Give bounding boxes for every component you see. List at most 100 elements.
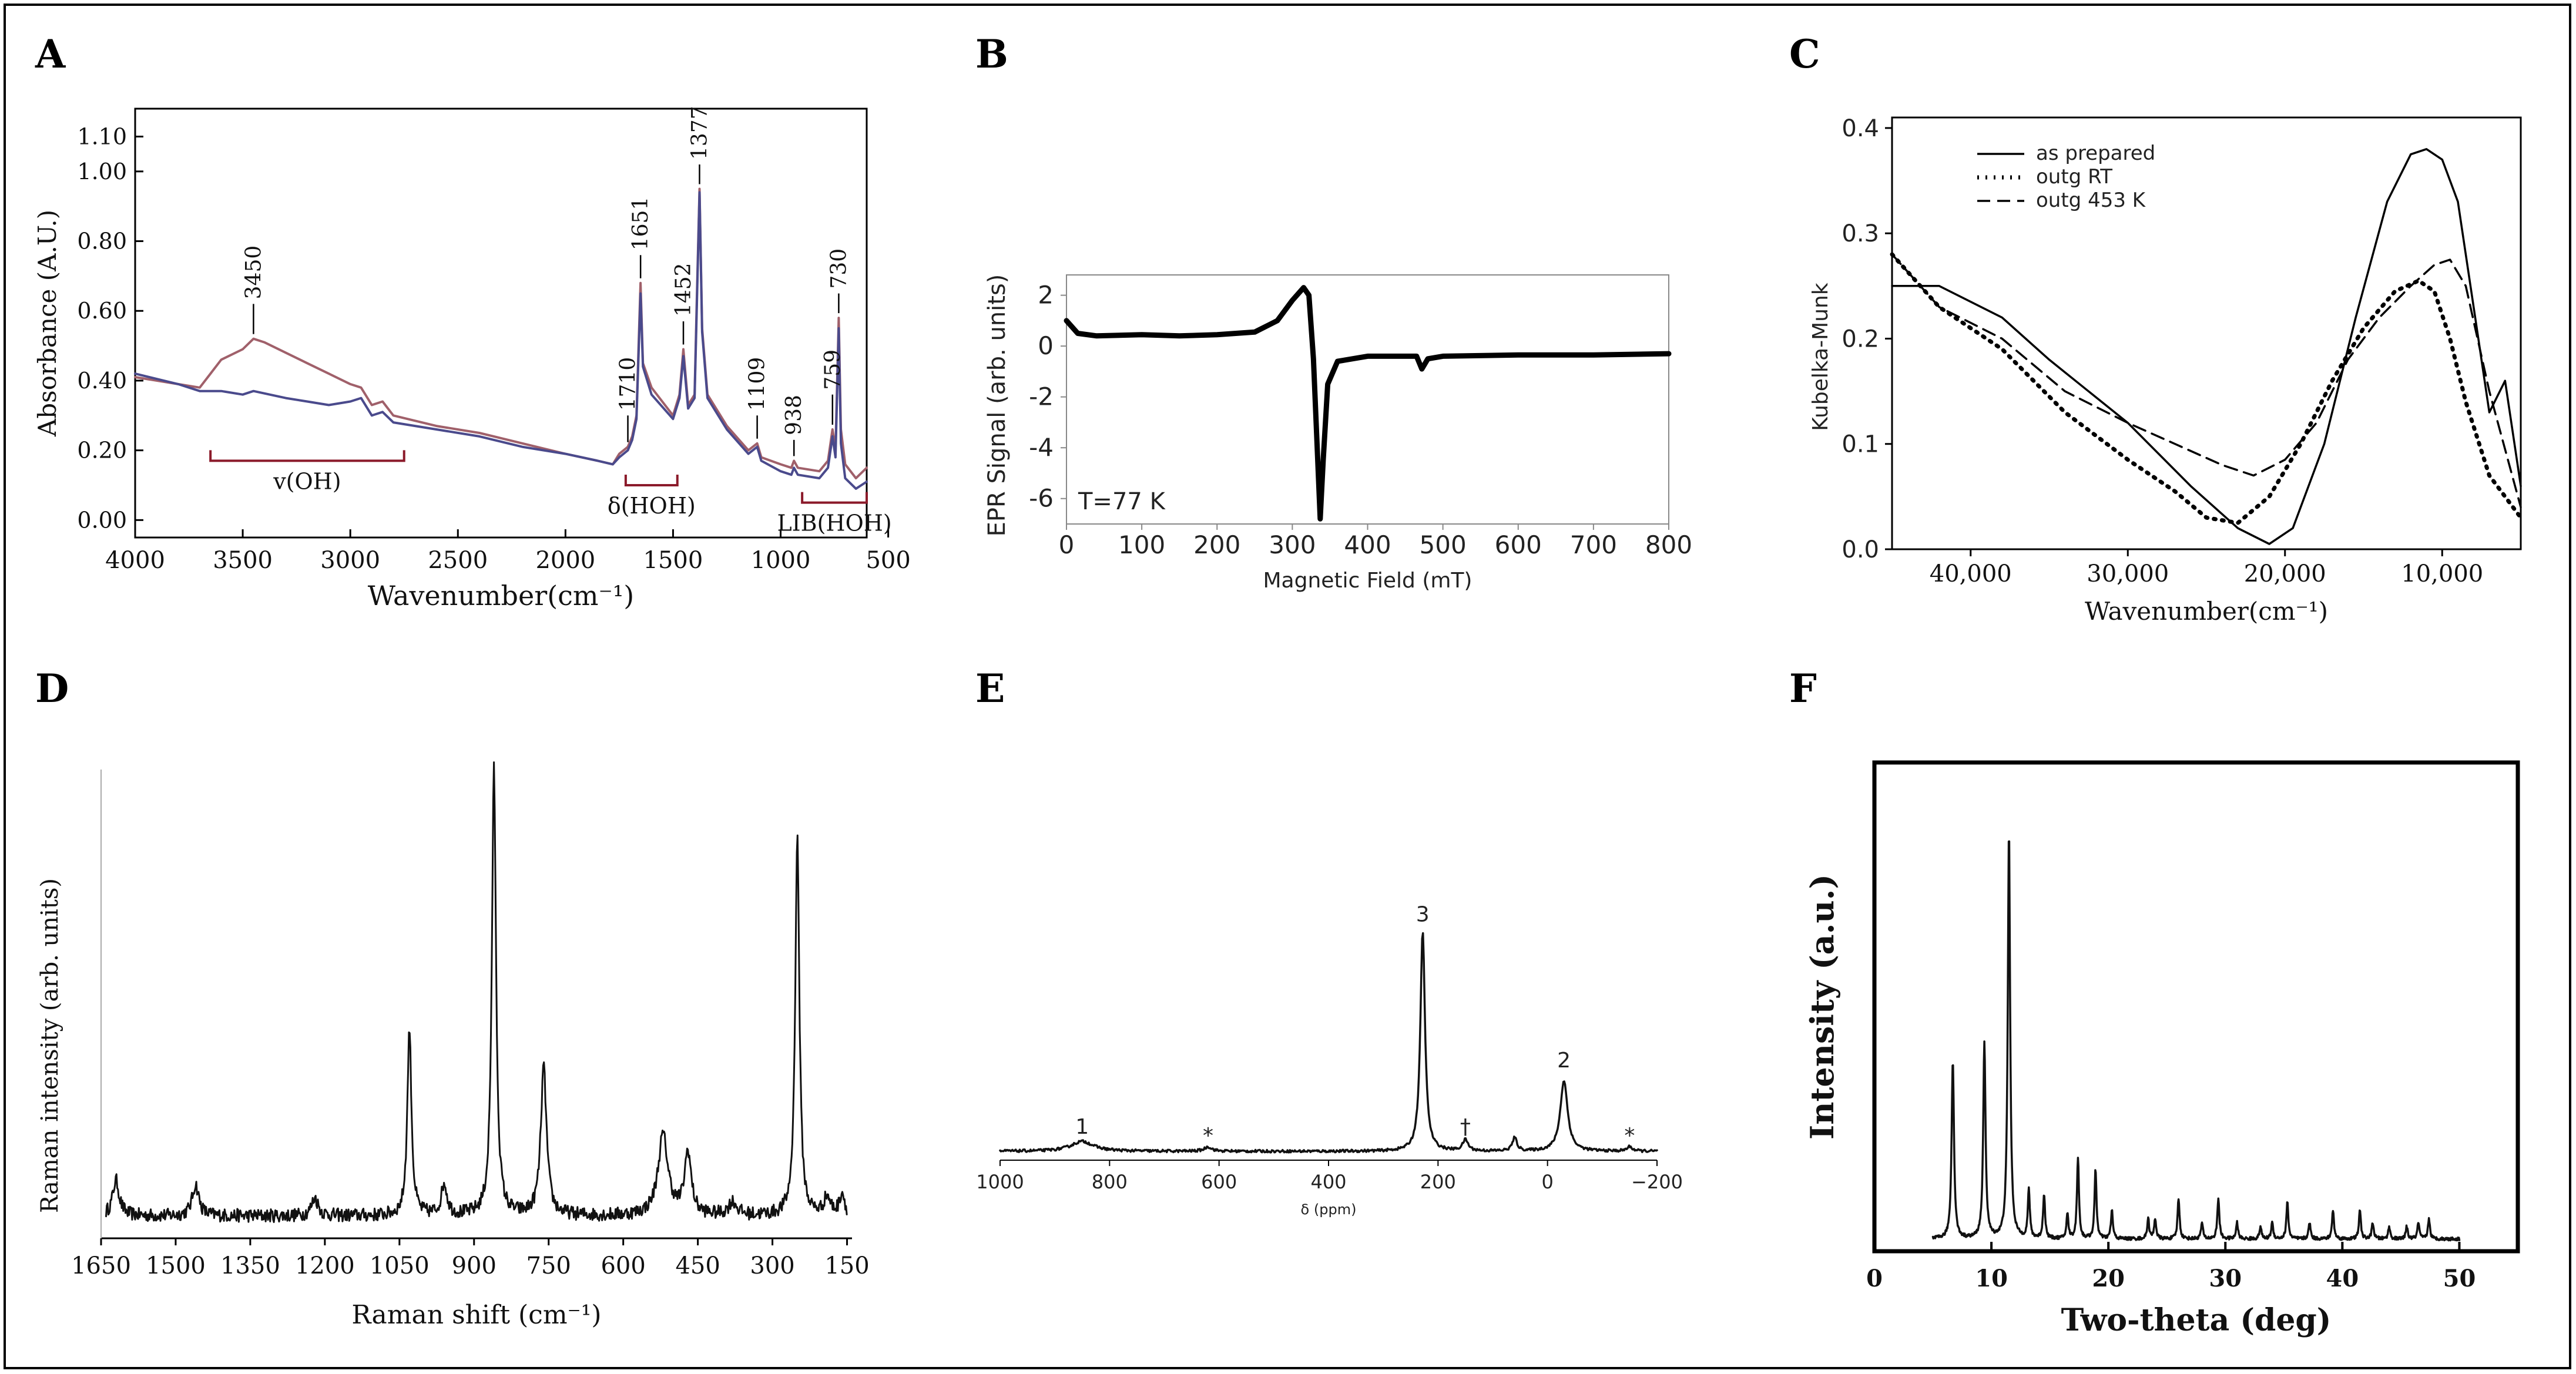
panel-b-y-label: EPR Signal (arb. units) — [984, 274, 1011, 537]
panel-letter-a: A — [35, 31, 66, 77]
panel-e-x-tick-label: 0 — [1541, 1171, 1553, 1193]
panel-e-x-tick-label: 1000 — [976, 1171, 1024, 1193]
panel-a-series-2 — [134, 191, 868, 490]
panel-b-x-tick-label: 800 — [1645, 530, 1692, 559]
panel-a-region-bracket — [209, 450, 405, 462]
panel-d-series — [105, 761, 848, 1223]
panel-f-x-tick-label: 30 — [2209, 1265, 2242, 1292]
panel-b-y-tick-label: -6 — [1029, 484, 1054, 513]
panel-b-y-tick-label: -4 — [1029, 433, 1054, 462]
panel-c-x-tick-label: 40,000 — [1930, 560, 2012, 587]
panel-b-x-tick-label: 300 — [1269, 530, 1316, 559]
panel-a-peak-label: 1452 — [672, 263, 696, 317]
panel-a-peak-label: 1651 — [629, 197, 653, 251]
panel-c-y-tick-label: 0.0 — [1842, 536, 1879, 563]
panel-a-peak-label: 3450 — [242, 246, 266, 300]
panel-e-peak-label: * — [1624, 1124, 1635, 1148]
panel-f-frame — [1872, 760, 2520, 1254]
panel-a-y-tick-label: 1.00 — [77, 159, 127, 184]
panel-a-y-label: Absorbance (A.U.) — [33, 210, 62, 437]
panel-c-y-tick-label: 0.4 — [1842, 115, 1879, 142]
panel-b-x-tick-label: 100 — [1118, 530, 1165, 559]
panel-e-x-tick-label: 800 — [1092, 1171, 1128, 1193]
panel-d: 1650 1500 1350 1200 1050 900 750 600 450 300 150 Ra… — [36, 761, 870, 1330]
panel-f-x-tick-label: 0 — [1866, 1265, 1883, 1292]
panel-d-x-label: Raman shift (cm⁻¹) — [351, 1300, 601, 1330]
panel-d-x-tick-label: 1350 — [220, 1252, 280, 1279]
panel-d-x-tick-label: 1050 — [370, 1252, 430, 1279]
panel-c-y-tick-label: 0.2 — [1842, 325, 1879, 352]
panel-a: 4000 3500 3000 2500 2000 1500 1000 500 0.00 0.20 0… — [33, 106, 911, 612]
panel-a-region-bracket — [801, 492, 868, 504]
panel-f-x-label: Two-theta (deg) — [2061, 1302, 2332, 1338]
panel-f: 0 10 20 30 40 50 Two-theta (deg) Intensity (a.u… — [1803, 760, 2520, 1338]
panel-e-peak-label: 3 — [1416, 903, 1430, 927]
panel-c-legend-label: as prepared — [2036, 142, 2155, 165]
panel-c-y-tick-label: 0.1 — [1842, 431, 1879, 458]
panel-a-region-label: v(OH) — [273, 468, 341, 494]
panel-e-x-tick-label: 600 — [1201, 1171, 1237, 1193]
panel-a-x-tick-label: 2000 — [535, 547, 595, 574]
panel-a-peak-label: 1109 — [746, 357, 770, 411]
panel-c-frame — [1891, 116, 2522, 550]
panel-a-y-tick-label: 0.20 — [77, 438, 127, 463]
panel-e-series — [999, 932, 1658, 1154]
panel-b-x-tick-label: 600 — [1495, 530, 1542, 559]
panel-b-series — [1064, 285, 1672, 522]
panel-a-peak-label: 1710 — [616, 357, 640, 411]
panel-b-x-tick-label: 400 — [1344, 530, 1391, 559]
panel-e-x-tick-label: −200 — [1631, 1171, 1683, 1193]
panel-f-series — [1931, 840, 2461, 1242]
panel-d-x-tick-label: 1650 — [71, 1252, 131, 1279]
panel-b-y-tick-label: 0 — [1038, 331, 1054, 360]
panel-a-y-tick-label: 0.40 — [77, 368, 127, 394]
panel-letter-b: B — [975, 31, 1008, 77]
panel-a-x-label: Wavenumber(cm⁻¹) — [368, 580, 634, 612]
panel-e-x-tick-label: 400 — [1310, 1171, 1346, 1193]
panel-letter-f: F — [1789, 666, 1817, 711]
panel-b-x-tick-label: 0 — [1059, 530, 1075, 559]
panel-c-series-2 — [1890, 252, 2523, 525]
panel-b-x-label: Magnetic Field (mT) — [1263, 569, 1473, 593]
panel-a-peak-label: 1377 — [687, 106, 712, 160]
panel-f-x-tick-label: 20 — [2092, 1265, 2125, 1292]
panel-d-x-tick-label: 600 — [601, 1252, 645, 1279]
panel-d-x-tick-label: 1200 — [295, 1252, 355, 1279]
panel-e-x-tick-label: 200 — [1420, 1171, 1456, 1193]
panel-a-x-tick-label: 4000 — [105, 547, 165, 574]
panel-f-x-tick-label: 40 — [2326, 1265, 2359, 1292]
panel-b-y-tick-label: 2 — [1038, 281, 1054, 310]
panel-b-x-tick-label: 700 — [1570, 530, 1617, 559]
panel-e: 1000 800 600 400 200 0 −200 δ (ppm) 1 * 3 † 2 * — [976, 903, 1683, 1218]
panel-a-region-label: LIB(HOH) — [777, 510, 891, 536]
panel-b-frame — [1066, 274, 1669, 525]
panel-a-peak-label: 730 — [827, 248, 851, 289]
panel-letter-d: D — [35, 666, 69, 711]
panel-e-peak-label: * — [1203, 1124, 1213, 1148]
panel-c-legend-label: outg 453 K — [2036, 189, 2146, 212]
panel-c-x-tick-label: 30,000 — [2087, 560, 2169, 587]
panel-letter-c: C — [1789, 31, 1820, 77]
panel-d-x-tick-label: 450 — [675, 1252, 720, 1279]
panel-e-peak-label: † — [1460, 1115, 1471, 1139]
panel-c-series-3 — [1891, 253, 2522, 509]
panel-e-peak-label: 1 — [1075, 1115, 1089, 1139]
panel-a-peak-label: 938 — [782, 395, 806, 435]
panel-a-y-tick-label: 0.80 — [77, 229, 127, 254]
panel-d-x-tick-label: 1500 — [146, 1252, 206, 1279]
panel-b-x-tick-label: 500 — [1420, 530, 1467, 559]
panel-c-series-1 — [1891, 148, 2522, 545]
panel-a-x-tick-label: 3000 — [320, 547, 380, 574]
panel-c-legend-label: outg RT — [2036, 165, 2112, 189]
panel-b: 0 100 200 300 400 500 600 700 800 2 0 -2 -4 -6 Magneti… — [984, 274, 1692, 593]
panel-c-y-tick-label: 0.3 — [1842, 220, 1879, 247]
panel-c-x-tick-label: 10,000 — [2401, 560, 2483, 587]
panel-d-y-label: Raman intensity (arb. units) — [36, 878, 63, 1213]
panel-e-x-label: δ (ppm) — [1301, 1201, 1357, 1218]
panel-d-x-tick-label: 750 — [526, 1252, 571, 1279]
panel-f-x-tick-label: 10 — [1975, 1265, 2008, 1292]
panel-c-x-label: Wavenumber(cm⁻¹) — [2085, 597, 2328, 626]
panel-a-x-tick-label: 500 — [866, 547, 910, 574]
panel-a-peak-label: 759 — [821, 350, 845, 390]
